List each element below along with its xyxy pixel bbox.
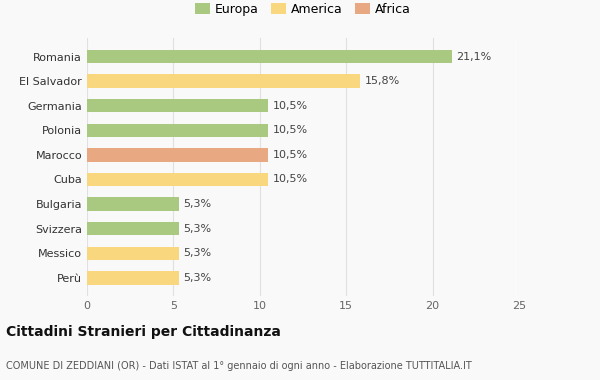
Text: COMUNE DI ZEDDIANI (OR) - Dati ISTAT al 1° gennaio di ogni anno - Elaborazione T: COMUNE DI ZEDDIANI (OR) - Dati ISTAT al … xyxy=(6,361,472,370)
Bar xyxy=(87,197,179,211)
Text: 5,3%: 5,3% xyxy=(183,224,211,234)
Text: 15,8%: 15,8% xyxy=(364,76,400,86)
Bar xyxy=(87,74,360,88)
Text: 10,5%: 10,5% xyxy=(273,101,308,111)
Text: 21,1%: 21,1% xyxy=(456,52,491,62)
Text: 5,3%: 5,3% xyxy=(183,273,211,283)
Text: Cittadini Stranieri per Cittadinanza: Cittadini Stranieri per Cittadinanza xyxy=(6,325,281,339)
Bar xyxy=(87,247,179,260)
Bar xyxy=(87,124,268,137)
Bar xyxy=(87,50,452,63)
Bar xyxy=(87,271,179,285)
Bar xyxy=(87,99,268,112)
Bar xyxy=(87,222,179,236)
Bar xyxy=(87,148,268,162)
Bar xyxy=(87,173,268,186)
Text: 10,5%: 10,5% xyxy=(273,125,308,135)
Text: 10,5%: 10,5% xyxy=(273,150,308,160)
Text: 5,3%: 5,3% xyxy=(183,248,211,258)
Text: 10,5%: 10,5% xyxy=(273,174,308,185)
Legend: Europa, America, Africa: Europa, America, Africa xyxy=(190,0,416,21)
Text: 5,3%: 5,3% xyxy=(183,199,211,209)
